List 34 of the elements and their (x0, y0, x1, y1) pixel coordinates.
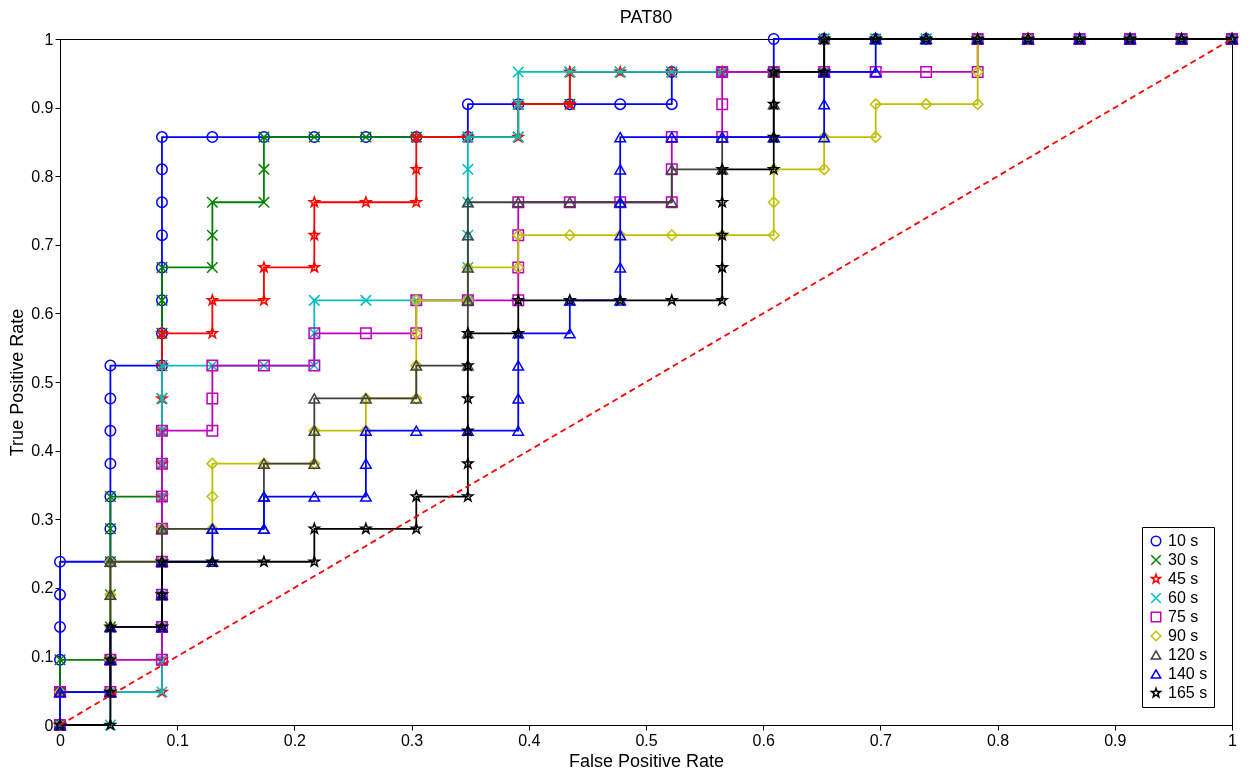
y-tick-label: 0.7 (31, 236, 54, 254)
legend-label: 90 s (1168, 627, 1199, 644)
legend-label: 165 s (1168, 684, 1208, 701)
y-tick-label: 1 (44, 30, 54, 48)
x-tick-label: 0.1 (166, 731, 189, 749)
x-tick-label: 1 (1228, 731, 1238, 749)
legend-label: 140 s (1168, 665, 1208, 682)
y-tick-label: 0.5 (31, 373, 54, 391)
y-tick-label: 0.3 (31, 510, 54, 528)
y-tick-label: 0.9 (31, 99, 54, 117)
chart-title: PAT80 (619, 6, 673, 27)
y-tick-label: 0.2 (31, 579, 54, 597)
legend-label: 10 s (1168, 532, 1199, 549)
x-tick-label: 0.7 (869, 731, 893, 749)
x-tick-label: 0.6 (752, 731, 775, 749)
x-tick-label: 0 (56, 731, 66, 749)
y-tick-label: 0.4 (31, 442, 54, 460)
x-axis-title: False Positive Rate (568, 750, 725, 771)
legend-label: 45 s (1168, 570, 1199, 587)
legend-label: 30 s (1168, 551, 1199, 568)
x-tick-label: 0.5 (635, 731, 658, 749)
x-tick-label: 0.2 (283, 731, 307, 749)
x-tick-label: 0.3 (400, 731, 424, 749)
y-tick-label: 0.1 (31, 647, 54, 665)
y-tick-label: 0 (44, 716, 54, 734)
legend-label: 60 s (1168, 589, 1199, 606)
y-tick-label: 0.8 (31, 167, 54, 185)
legend-label: 120 s (1168, 646, 1208, 663)
legend-label: 75 s (1168, 608, 1199, 625)
x-tick-label: 0.8 (986, 731, 1010, 749)
x-tick-label: 0.4 (518, 731, 541, 749)
y-tick-label: 0.6 (31, 304, 54, 322)
y-axis-title: True Positive Rate (7, 308, 28, 457)
x-tick-label: 0.9 (1104, 731, 1127, 749)
